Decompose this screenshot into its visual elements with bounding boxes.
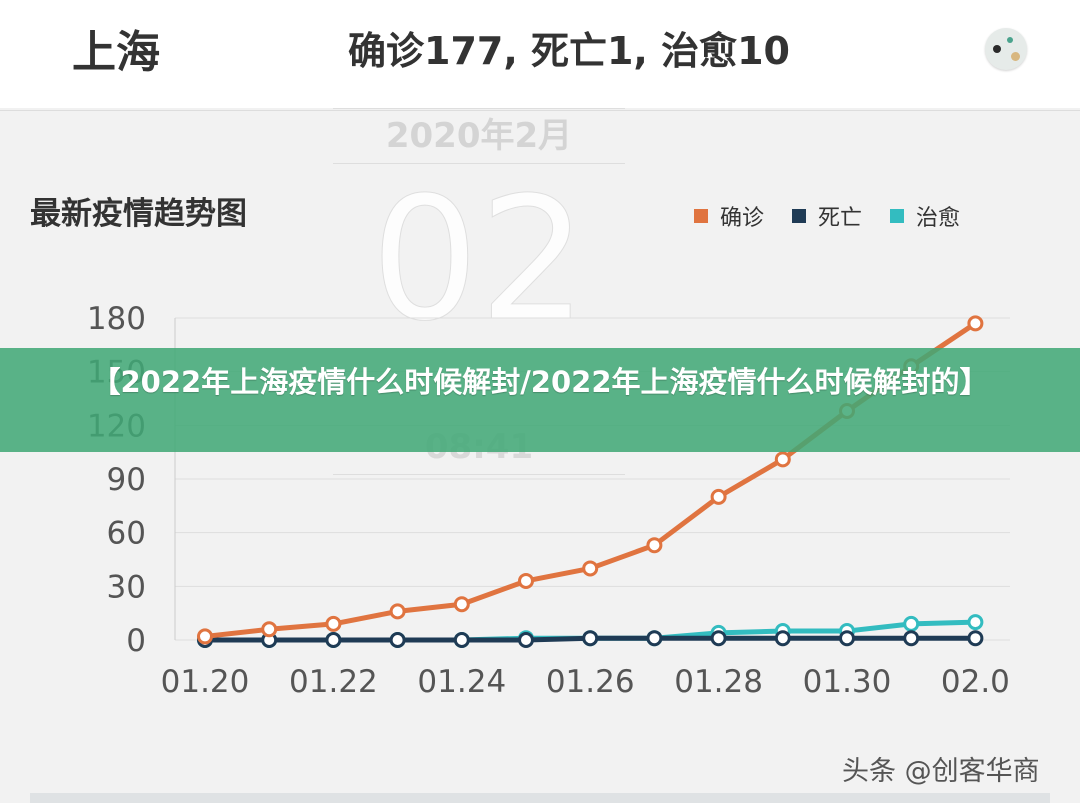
series-0-point-2 <box>325 615 342 632</box>
top-bar: 上海 确诊177, 死亡1, 治愈10 <box>0 0 1080 108</box>
legend-item-death: 死亡 <box>792 200 862 232</box>
legend-swatch-death-icon <box>792 209 807 223</box>
x-tick-label-5: 01.30 <box>803 664 892 700</box>
series-1-point-5 <box>518 632 534 648</box>
series-1-point-3 <box>389 632 406 648</box>
date-watermark: 2020年2月 <box>333 108 625 164</box>
x-tick-label-1: 01.22 <box>289 664 378 700</box>
legend-label-death: 死亡 <box>818 206 863 231</box>
x-tick-label-6: 02.0 <box>941 664 1010 700</box>
series-1-point-6 <box>582 630 599 647</box>
series-0-point-3 <box>389 603 406 620</box>
avatar-icon[interactable] <box>985 28 1027 70</box>
chart-legend: 确诊 死亡 治愈 <box>694 200 988 232</box>
avatar-dot-gold <box>1011 52 1020 61</box>
legend-item-confirmed: 确诊 <box>694 200 764 232</box>
y-tick-label-6: 180 <box>87 301 146 337</box>
legend-swatch-confirmed-icon <box>694 209 708 223</box>
legend-item-recovered: 治愈 <box>890 200 960 232</box>
legend-swatch-recovered-icon <box>890 209 905 223</box>
chart-card <box>0 110 1080 803</box>
series-0-point-6 <box>582 560 599 577</box>
y-tick-label-2: 60 <box>107 516 146 552</box>
x-tick-label-4: 01.28 <box>674 664 763 700</box>
series-1-point-10 <box>839 630 855 647</box>
series-0-point-9 <box>774 451 791 468</box>
series-1-point-9 <box>774 630 791 647</box>
series-0-point-0 <box>197 628 213 645</box>
y-tick-label-3: 90 <box>107 462 146 498</box>
x-tick-label-2: 01.24 <box>417 664 506 700</box>
series-0-point-1 <box>261 621 278 638</box>
series-2-point-12 <box>967 614 984 631</box>
series-1-point-7 <box>646 630 663 647</box>
series-1-point-11 <box>903 630 920 647</box>
series-0-point-12 <box>967 315 984 332</box>
y-tick-label-1: 30 <box>107 569 146 605</box>
avatar-dot-green <box>1007 37 1013 43</box>
article-title-banner[interactable]: 【2022年上海疫情什么时候解封/2022年上海疫情什么时候解封的】 <box>0 348 1080 452</box>
series-0-point-4 <box>453 596 470 613</box>
x-tick-label-3: 01.26 <box>546 664 635 700</box>
legend-label-recovered: 治愈 <box>916 206 961 231</box>
source-attribution: 头条 @创客华商 <box>842 756 1040 787</box>
series-0-point-7 <box>646 537 663 554</box>
series-0-point-8 <box>710 488 727 505</box>
y-tick-label-0: 0 <box>126 623 146 659</box>
day-watermark: 02 <box>370 161 588 359</box>
series-1-point-4 <box>453 632 470 648</box>
x-tick-label-0: 01.20 <box>161 664 250 700</box>
series-0-point-5 <box>518 572 534 589</box>
series-1-point-8 <box>710 630 727 647</box>
avatar-dot-dark <box>993 45 1001 53</box>
case-summary: 确诊177, 死亡1, 治愈10 <box>348 29 790 73</box>
bottom-strip <box>30 793 1050 803</box>
chart-title: 最新疫情趋势图 <box>30 196 247 232</box>
legend-label-confirmed: 确诊 <box>720 206 765 231</box>
series-1-point-12 <box>967 630 984 647</box>
city-title: 上海 <box>72 27 160 78</box>
series-1-point-2 <box>325 632 342 648</box>
series-2-point-11 <box>903 615 920 632</box>
